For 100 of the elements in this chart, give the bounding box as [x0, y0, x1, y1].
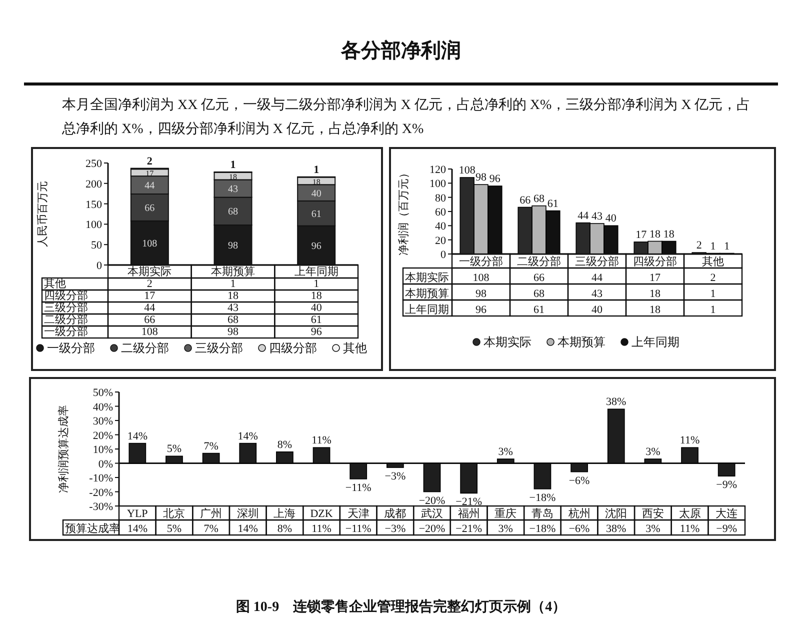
data-label: 7% — [204, 523, 218, 535]
text: 3% — [498, 446, 513, 458]
text: 108 — [458, 164, 476, 176]
text: −9% — [716, 479, 738, 492]
data-label: 5% — [166, 523, 182, 535]
data-label: 2 — [146, 278, 152, 290]
text: 17 — [636, 228, 647, 241]
text: 其他 — [44, 278, 66, 290]
text: 本月全国净利润为 XX 亿元，一级与二级分部净利润为 X 亿元，占总净利的 X%，三级分部净利润为 X 亿元，占总净利的 X%，四级分部净利润为 X 亿元，占总净利的 X% — [62, 96, 752, 139]
data-label: −6% — [568, 523, 590, 535]
y-tick-label: 40 — [435, 220, 446, 233]
x-tick-label: 青岛 — [531, 507, 554, 520]
y-tick-label: 150 — [86, 198, 102, 211]
text: 61 — [311, 208, 322, 220]
text: 14% — [238, 430, 258, 442]
x-tick-label: 四级分部 — [633, 255, 677, 268]
data-label: 43 — [228, 302, 239, 314]
legend-label: 预算达成率 — [65, 522, 120, 535]
data-label: 11% — [312, 523, 332, 535]
text: 96 — [489, 173, 500, 185]
data-label: 61 — [310, 314, 322, 326]
text: −11% — [345, 482, 372, 494]
text: 1 — [724, 240, 730, 252]
y-tick-label: 30% — [92, 416, 113, 428]
text: −21% — [456, 496, 482, 508]
text: −3% — [384, 470, 406, 483]
data-label: 3% — [646, 523, 660, 535]
x-tick-label: 福州 — [458, 507, 480, 520]
text: 三级分部 — [44, 302, 88, 314]
y-tick-label: 10% — [92, 444, 113, 456]
text: 5% — [166, 443, 182, 456]
text: 1 — [230, 158, 236, 171]
data-label: 8% — [277, 523, 292, 535]
data-label: 3% — [498, 523, 513, 535]
text: 2 — [146, 155, 152, 168]
x-tick-label: 二级分部 — [517, 255, 561, 268]
legend-label: 本期实际 — [484, 335, 532, 349]
x-tick-label: DZK — [310, 508, 333, 520]
y-tick-label: 80 — [435, 192, 446, 204]
data-label: 18 — [650, 288, 661, 300]
legend-label: 其他 — [343, 341, 367, 355]
data-label: 14% — [127, 523, 148, 535]
text: 44 — [578, 210, 589, 222]
text: 66 — [520, 194, 531, 206]
text: 98 — [476, 172, 486, 184]
text: 96 — [311, 240, 322, 252]
y-tick-label: -20% — [89, 486, 113, 499]
data-label: 108 — [141, 326, 158, 338]
text: 2 — [696, 240, 702, 252]
data-label: 38% — [606, 523, 626, 535]
y-tick-label: 120 — [430, 164, 446, 176]
data-label: 11% — [680, 523, 700, 535]
x-tick-label: 广州 — [200, 507, 222, 520]
text: 8% — [277, 438, 292, 451]
text: 98 — [228, 240, 238, 252]
data-label: −20% — [418, 523, 446, 535]
text: 11% — [312, 434, 332, 447]
text: 四级分部 — [44, 290, 88, 302]
data-label: 40 — [592, 304, 603, 316]
y-tick-label: 100 — [430, 178, 446, 190]
data-label: 1 — [314, 278, 320, 290]
text: 14% — [127, 430, 148, 442]
text: 各分部净利润 — [340, 39, 461, 62]
data-label: −18% — [529, 523, 556, 535]
x-tick-label: YLP — [127, 508, 148, 520]
y-tick-label: 50 — [91, 240, 102, 252]
data-label: −11% — [345, 523, 372, 535]
text: 7% — [204, 440, 218, 452]
data-label: 44 — [144, 302, 156, 314]
text: 68 — [228, 206, 238, 218]
y-tick-label: 50% — [92, 387, 113, 399]
x-tick-label: 一级分部 — [459, 255, 503, 268]
x-tick-label: 沈阳 — [605, 507, 628, 520]
legend-label: 三级分部 — [195, 341, 243, 355]
text: 40 — [311, 188, 322, 200]
x-tick-label: 深圳 — [236, 507, 259, 520]
text: 43 — [592, 210, 602, 223]
data-label: −9% — [716, 523, 738, 535]
text: 40 — [605, 212, 616, 225]
data-label: 43 — [592, 288, 603, 300]
text: 一级分部 — [44, 326, 88, 338]
y-tick-label: 0% — [98, 458, 113, 470]
x-tick-label: 上年同期 — [294, 265, 338, 278]
text: 11% — [680, 434, 700, 447]
text: 上年同期 — [405, 304, 449, 316]
y-tick-label: -10% — [89, 472, 113, 484]
text: 108 — [142, 238, 158, 250]
x-tick-label: 成都 — [384, 507, 406, 520]
x-tick-label: 北京 — [163, 507, 186, 520]
data-label: 98 — [476, 288, 487, 300]
y-tick-label: -30% — [89, 501, 113, 513]
legend-label: 四级分部 — [269, 341, 317, 355]
y-tick-label: 200 — [86, 178, 102, 190]
x-tick-label: 上海 — [274, 507, 296, 520]
text: −6% — [568, 474, 590, 487]
x-tick-label: 本期预算 — [211, 265, 255, 278]
data-label: 18 — [228, 290, 239, 302]
x-tick-label: 西安 — [642, 507, 664, 520]
y-axis-title: 净利润（百万元） — [397, 168, 410, 256]
text: 二级分部 — [44, 314, 88, 326]
